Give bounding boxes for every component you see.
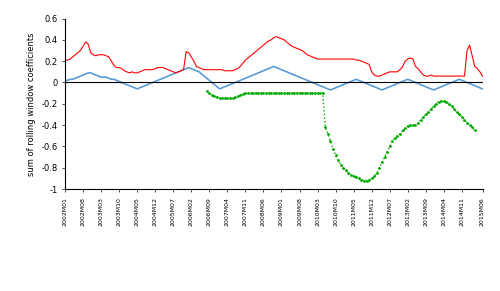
upper bound for sum of coefficients	[178, 69, 184, 72]
upper bound for sum of coefficients	[454, 74, 460, 78]
upper bound for sum of coefficients	[274, 35, 280, 38]
sum of coefficients	[62, 79, 68, 82]
sum of coefficients	[328, 88, 334, 92]
sum of coefficients	[426, 86, 432, 90]
upper bound for sum of coefficients	[480, 74, 486, 78]
sum of coefficients	[372, 85, 378, 88]
lower bound for sum of coefficients	[472, 129, 478, 132]
lower bound for sum of coefficients	[361, 179, 367, 182]
Line: upper bound for sum of coefficients: upper bound for sum of coefficients	[65, 37, 482, 76]
lower bound for sum of coefficients	[240, 93, 246, 96]
Line: lower bound for sum of coefficients: lower bound for sum of coefficients	[206, 90, 476, 182]
upper bound for sum of coefficients	[426, 74, 432, 78]
lower bound for sum of coefficients	[400, 129, 406, 132]
sum of coefficients	[250, 73, 256, 77]
sum of coefficients	[178, 69, 184, 72]
upper bound for sum of coefficients	[250, 52, 256, 56]
lower bound for sum of coefficients	[320, 91, 326, 95]
Legend: sum of coefficients, upper bound for sum of coefficients, lower bound for sum of: sum of coefficients, upper bound for sum…	[84, 287, 463, 291]
upper bound for sum of coefficients	[62, 58, 68, 62]
sum of coefficients	[454, 79, 460, 82]
Line: sum of coefficients: sum of coefficients	[65, 67, 482, 90]
sum of coefficients	[271, 65, 277, 68]
lower bound for sum of coefficients	[204, 89, 210, 93]
lower bound for sum of coefficients	[402, 127, 408, 130]
Y-axis label: sum of rolling window coefficients: sum of rolling window coefficients	[26, 32, 36, 175]
sum of coefficients	[480, 87, 486, 91]
upper bound for sum of coefficients	[374, 74, 380, 78]
upper bound for sum of coefficients	[394, 70, 400, 74]
sum of coefficients	[394, 82, 400, 85]
upper bound for sum of coefficients	[368, 70, 374, 74]
lower bound for sum of coefficients	[469, 125, 475, 129]
lower bound for sum of coefficients	[206, 91, 212, 95]
